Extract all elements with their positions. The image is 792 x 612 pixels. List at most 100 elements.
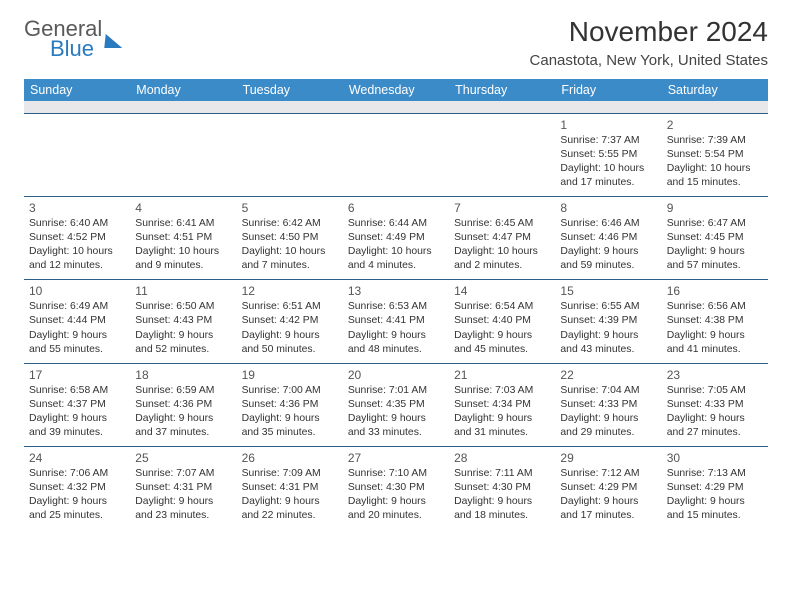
sunset-text: Sunset: 4:33 PM	[667, 398, 763, 412]
spacer-row	[24, 101, 768, 113]
weekday-sunday: Sunday	[24, 79, 130, 101]
daylight-text: Daylight: 9 hours	[560, 245, 656, 259]
daylight-text: Daylight: 9 hours	[454, 495, 550, 509]
daylight-text: and 25 minutes.	[29, 509, 125, 523]
daylight-text: Daylight: 9 hours	[667, 245, 763, 259]
day-number: 24	[29, 450, 125, 466]
day-cell: 24Sunrise: 7:06 AMSunset: 4:32 PMDayligh…	[24, 447, 130, 530]
daylight-text: and 7 minutes.	[242, 259, 338, 273]
sunrise-text: Sunrise: 6:58 AM	[29, 384, 125, 398]
day-cell: 30Sunrise: 7:13 AMSunset: 4:29 PMDayligh…	[662, 447, 768, 530]
day-number: 4	[135, 200, 231, 216]
daylight-text: Daylight: 10 hours	[348, 245, 444, 259]
sunset-text: Sunset: 4:29 PM	[667, 481, 763, 495]
day-cell: 20Sunrise: 7:01 AMSunset: 4:35 PMDayligh…	[343, 363, 449, 446]
sunrise-text: Sunrise: 6:53 AM	[348, 300, 444, 314]
day-number: 6	[348, 200, 444, 216]
day-cell: 21Sunrise: 7:03 AMSunset: 4:34 PMDayligh…	[449, 363, 555, 446]
day-cell: 4Sunrise: 6:41 AMSunset: 4:51 PMDaylight…	[130, 196, 236, 279]
daylight-text: and 39 minutes.	[29, 426, 125, 440]
sunset-text: Sunset: 4:33 PM	[560, 398, 656, 412]
day-cell: 8Sunrise: 6:46 AMSunset: 4:46 PMDaylight…	[555, 196, 661, 279]
weekday-thursday: Thursday	[449, 79, 555, 101]
day-number: 25	[135, 450, 231, 466]
daylight-text: Daylight: 9 hours	[348, 412, 444, 426]
sunrise-text: Sunrise: 7:39 AM	[667, 134, 763, 148]
day-cell	[237, 113, 343, 196]
day-cell: 10Sunrise: 6:49 AMSunset: 4:44 PMDayligh…	[24, 280, 130, 363]
weekday-tuesday: Tuesday	[237, 79, 343, 101]
daylight-text: and 35 minutes.	[242, 426, 338, 440]
day-number: 1	[560, 117, 656, 133]
daylight-text: Daylight: 9 hours	[29, 412, 125, 426]
day-cell: 17Sunrise: 6:58 AMSunset: 4:37 PMDayligh…	[24, 363, 130, 446]
day-number: 16	[667, 283, 763, 299]
sunset-text: Sunset: 4:30 PM	[454, 481, 550, 495]
day-number: 9	[667, 200, 763, 216]
daylight-text: and 59 minutes.	[560, 259, 656, 273]
week-row: 3Sunrise: 6:40 AMSunset: 4:52 PMDaylight…	[24, 196, 768, 279]
sunrise-text: Sunrise: 6:41 AM	[135, 217, 231, 231]
sunset-text: Sunset: 4:39 PM	[560, 314, 656, 328]
daylight-text: Daylight: 9 hours	[242, 329, 338, 343]
location-subtitle: Canastota, New York, United States	[530, 52, 768, 69]
sunrise-text: Sunrise: 7:09 AM	[242, 467, 338, 481]
daylight-text: Daylight: 9 hours	[667, 412, 763, 426]
sunset-text: Sunset: 4:35 PM	[348, 398, 444, 412]
day-number: 21	[454, 367, 550, 383]
daylight-text: Daylight: 9 hours	[560, 329, 656, 343]
day-cell: 28Sunrise: 7:11 AMSunset: 4:30 PMDayligh…	[449, 447, 555, 530]
day-number: 27	[348, 450, 444, 466]
sunrise-text: Sunrise: 7:13 AM	[667, 467, 763, 481]
day-cell	[130, 113, 236, 196]
sunrise-text: Sunrise: 6:46 AM	[560, 217, 656, 231]
sunset-text: Sunset: 4:29 PM	[560, 481, 656, 495]
daylight-text: Daylight: 9 hours	[242, 412, 338, 426]
day-cell: 18Sunrise: 6:59 AMSunset: 4:36 PMDayligh…	[130, 363, 236, 446]
sunrise-text: Sunrise: 6:51 AM	[242, 300, 338, 314]
daylight-text: and 29 minutes.	[560, 426, 656, 440]
day-number: 20	[348, 367, 444, 383]
sunset-text: Sunset: 4:40 PM	[454, 314, 550, 328]
day-number: 11	[135, 283, 231, 299]
day-cell: 26Sunrise: 7:09 AMSunset: 4:31 PMDayligh…	[237, 447, 343, 530]
daylight-text: Daylight: 9 hours	[29, 495, 125, 509]
sunset-text: Sunset: 5:54 PM	[667, 148, 763, 162]
sunrise-text: Sunrise: 6:56 AM	[667, 300, 763, 314]
sunrise-text: Sunrise: 7:04 AM	[560, 384, 656, 398]
day-number: 28	[454, 450, 550, 466]
daylight-text: and 57 minutes.	[667, 259, 763, 273]
daylight-text: Daylight: 9 hours	[242, 495, 338, 509]
day-cell: 14Sunrise: 6:54 AMSunset: 4:40 PMDayligh…	[449, 280, 555, 363]
sunrise-text: Sunrise: 7:37 AM	[560, 134, 656, 148]
sunset-text: Sunset: 4:31 PM	[135, 481, 231, 495]
daylight-text: and 52 minutes.	[135, 343, 231, 357]
weekday-saturday: Saturday	[662, 79, 768, 101]
calendar-table: Sunday Monday Tuesday Wednesday Thursday…	[24, 79, 768, 529]
daylight-text: Daylight: 10 hours	[242, 245, 338, 259]
day-cell: 11Sunrise: 6:50 AMSunset: 4:43 PMDayligh…	[130, 280, 236, 363]
sunset-text: Sunset: 4:46 PM	[560, 231, 656, 245]
daylight-text: and 12 minutes.	[29, 259, 125, 273]
day-cell: 16Sunrise: 6:56 AMSunset: 4:38 PMDayligh…	[662, 280, 768, 363]
sunrise-text: Sunrise: 6:47 AM	[667, 217, 763, 231]
sunrise-text: Sunrise: 6:49 AM	[29, 300, 125, 314]
sunrise-text: Sunrise: 6:50 AM	[135, 300, 231, 314]
daylight-text: Daylight: 10 hours	[135, 245, 231, 259]
sunrise-text: Sunrise: 7:01 AM	[348, 384, 444, 398]
day-number: 12	[242, 283, 338, 299]
sunset-text: Sunset: 4:34 PM	[454, 398, 550, 412]
sunset-text: Sunset: 4:43 PM	[135, 314, 231, 328]
day-number: 15	[560, 283, 656, 299]
day-number: 7	[454, 200, 550, 216]
day-number: 18	[135, 367, 231, 383]
daylight-text: and 45 minutes.	[454, 343, 550, 357]
sunset-text: Sunset: 4:50 PM	[242, 231, 338, 245]
day-number: 19	[242, 367, 338, 383]
sunrise-text: Sunrise: 6:40 AM	[29, 217, 125, 231]
daylight-text: Daylight: 9 hours	[135, 329, 231, 343]
sunset-text: Sunset: 4:38 PM	[667, 314, 763, 328]
sunrise-text: Sunrise: 7:10 AM	[348, 467, 444, 481]
daylight-text: Daylight: 10 hours	[667, 162, 763, 176]
page-title: November 2024	[530, 16, 768, 48]
